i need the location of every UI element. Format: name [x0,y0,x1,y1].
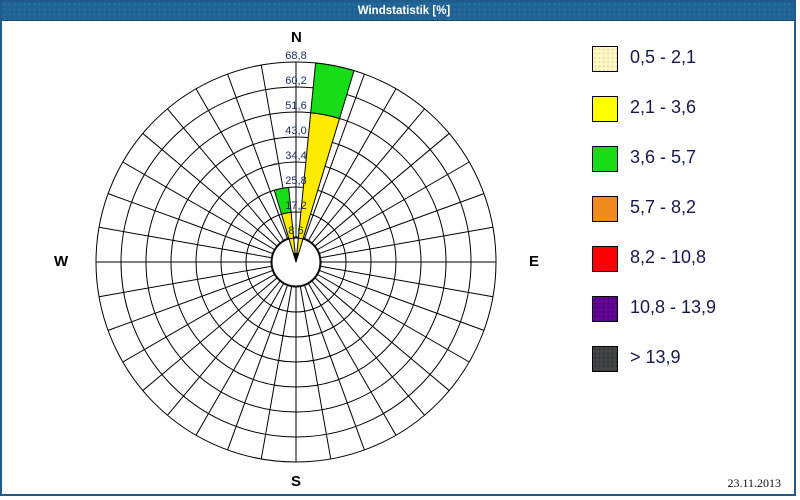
svg-text:43,0: 43,0 [285,125,306,137]
svg-text:51,6: 51,6 [285,100,306,112]
svg-text:34,4: 34,4 [285,150,306,162]
svg-text:68,8: 68,8 [285,50,306,62]
svg-text:17,2: 17,2 [285,200,306,212]
svg-text:60,2: 60,2 [285,75,306,87]
svg-text:8,6: 8,6 [288,225,303,237]
svg-text:25,8: 25,8 [285,175,306,187]
